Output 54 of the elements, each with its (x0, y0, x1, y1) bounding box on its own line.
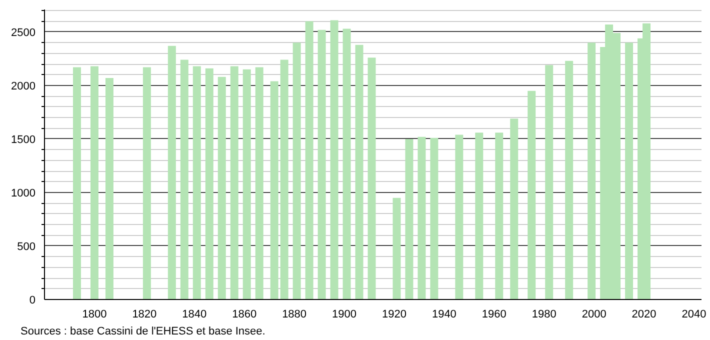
bar (168, 46, 176, 300)
y-tick-label: 1000 (11, 187, 36, 200)
bar (405, 138, 414, 300)
y-tick-label: 1500 (11, 134, 36, 146)
x-tick-label: 2040 (682, 308, 706, 320)
bar (565, 60, 574, 300)
bar (528, 90, 536, 300)
x-tick-label: 2020 (632, 308, 656, 320)
bar (292, 42, 301, 300)
y-tick-label: 2000 (11, 80, 36, 92)
bar (255, 67, 264, 300)
bar (72, 67, 81, 300)
bar (510, 118, 518, 300)
x-tick-label: 1940 (432, 308, 456, 320)
x-tick-label: 1920 (382, 308, 406, 320)
x-tick-label: 1980 (532, 308, 556, 320)
bar (418, 136, 426, 300)
x-tick-label: 1900 (332, 308, 357, 320)
bar (142, 67, 151, 300)
bar (270, 81, 278, 300)
source-note: Sources : base Cassini de l'EHESS et base Insee. (20, 326, 266, 338)
bar (180, 60, 188, 300)
x-tick-label: 1800 (82, 308, 107, 320)
x-tick-label: 1860 (232, 308, 257, 320)
x-tick-label: 1840 (182, 308, 207, 320)
x-tick-label: 2000 (582, 308, 606, 320)
bar (105, 78, 114, 300)
bar (192, 66, 201, 300)
bar (455, 134, 464, 300)
x-tick-label: 1820 (132, 308, 157, 320)
y-tick-label: 0 (29, 294, 36, 306)
bar (430, 138, 438, 300)
bar (495, 132, 504, 300)
bar (218, 76, 226, 300)
bar (475, 132, 484, 300)
x-tick-label: 1960 (482, 308, 506, 320)
bar (355, 44, 364, 300)
bar (205, 68, 214, 300)
bar (392, 198, 401, 300)
bar (625, 42, 634, 300)
bar (230, 66, 238, 300)
bar (368, 58, 376, 300)
y-tick-label: 2500 (11, 26, 36, 39)
bar (280, 60, 288, 300)
bar (90, 66, 98, 300)
bar (588, 42, 596, 300)
x-tick-label: 1880 (282, 308, 307, 320)
bar (305, 21, 314, 300)
y-tick-label: 500 (17, 240, 36, 253)
bar (330, 20, 338, 300)
bar (242, 69, 251, 300)
bar (545, 65, 554, 300)
bar (342, 28, 351, 300)
bar (318, 30, 326, 300)
